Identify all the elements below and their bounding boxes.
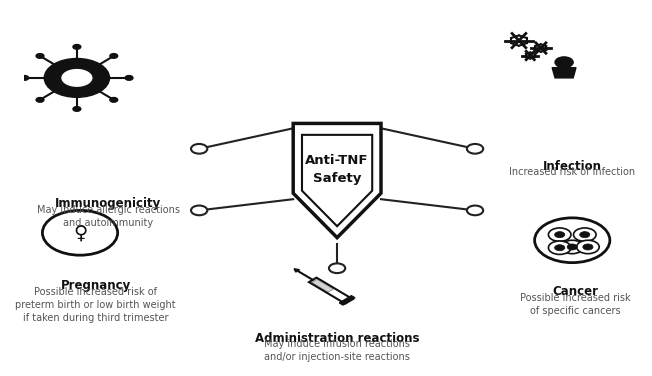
- Circle shape: [110, 54, 118, 58]
- PathPatch shape: [293, 123, 381, 238]
- Circle shape: [467, 144, 483, 154]
- Circle shape: [36, 97, 44, 102]
- Text: Possible increased risk
of specific cancers: Possible increased risk of specific canc…: [520, 293, 630, 316]
- Circle shape: [329, 264, 346, 273]
- Circle shape: [191, 144, 207, 154]
- Circle shape: [125, 76, 133, 80]
- Text: Possible increased risk of
preterm birth or low birth weight
if taken during thi: Possible increased risk of preterm birth…: [16, 287, 176, 323]
- Circle shape: [555, 57, 573, 68]
- Circle shape: [580, 232, 590, 238]
- Circle shape: [555, 245, 565, 251]
- Circle shape: [191, 206, 207, 215]
- Text: May induce allergic reactions
and autoimmunity: May induce allergic reactions and autoim…: [37, 205, 180, 228]
- Text: Cancer: Cancer: [552, 285, 599, 298]
- Polygon shape: [339, 296, 355, 305]
- Circle shape: [44, 59, 110, 97]
- Circle shape: [574, 228, 596, 241]
- Polygon shape: [312, 279, 333, 292]
- Circle shape: [467, 206, 483, 215]
- Circle shape: [567, 244, 577, 250]
- Circle shape: [548, 241, 571, 255]
- Circle shape: [110, 97, 118, 102]
- Polygon shape: [552, 68, 576, 78]
- Circle shape: [576, 240, 599, 254]
- Circle shape: [555, 232, 565, 238]
- Text: Immunogenicity: Immunogenicity: [55, 197, 161, 210]
- Circle shape: [548, 228, 571, 241]
- Text: Increased risk of infection: Increased risk of infection: [509, 167, 635, 177]
- Text: Pregnancy: Pregnancy: [61, 279, 131, 293]
- Circle shape: [73, 44, 81, 49]
- Text: May induce infusion reactions
and/or injection-site reactions: May induce infusion reactions and/or inj…: [264, 339, 410, 362]
- Circle shape: [42, 211, 117, 255]
- Circle shape: [61, 68, 93, 88]
- Circle shape: [561, 240, 584, 254]
- Polygon shape: [294, 269, 299, 272]
- Circle shape: [583, 244, 593, 250]
- Text: Administration reactions: Administration reactions: [255, 332, 419, 345]
- Text: Infection: Infection: [542, 160, 602, 173]
- Text: ♀: ♀: [73, 223, 87, 242]
- Circle shape: [535, 218, 610, 263]
- Circle shape: [21, 76, 29, 80]
- Circle shape: [36, 54, 44, 58]
- Circle shape: [73, 107, 81, 111]
- Polygon shape: [309, 277, 353, 304]
- PathPatch shape: [302, 135, 372, 226]
- Text: Anti-TNF
Safety: Anti-TNF Safety: [305, 154, 369, 185]
